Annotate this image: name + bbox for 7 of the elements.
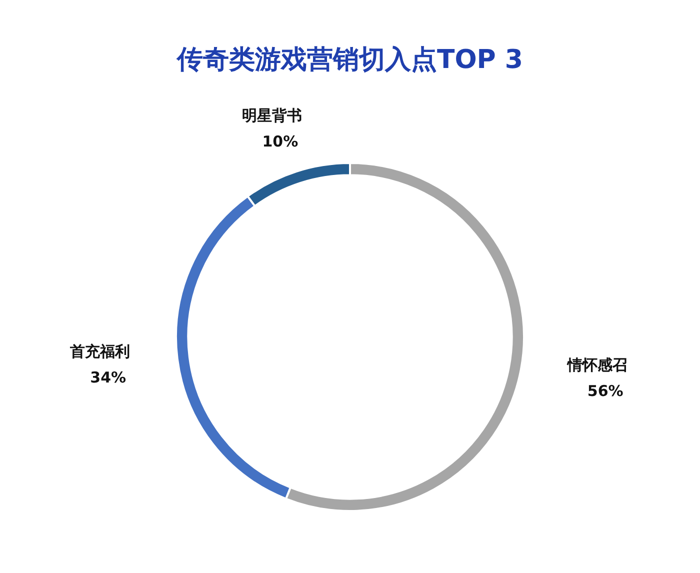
slice-label: 情怀感召 — [566, 356, 628, 374]
data-label: 34% — [90, 368, 126, 386]
chart-title: 传奇类游戏营销切入点TOP 3 — [175, 44, 524, 77]
slice-label: 首充福利 — [69, 342, 130, 360]
data-label: 56% — [587, 382, 624, 400]
slice-label: 明星背书 — [242, 106, 302, 125]
data-label: 10% — [262, 132, 298, 151]
